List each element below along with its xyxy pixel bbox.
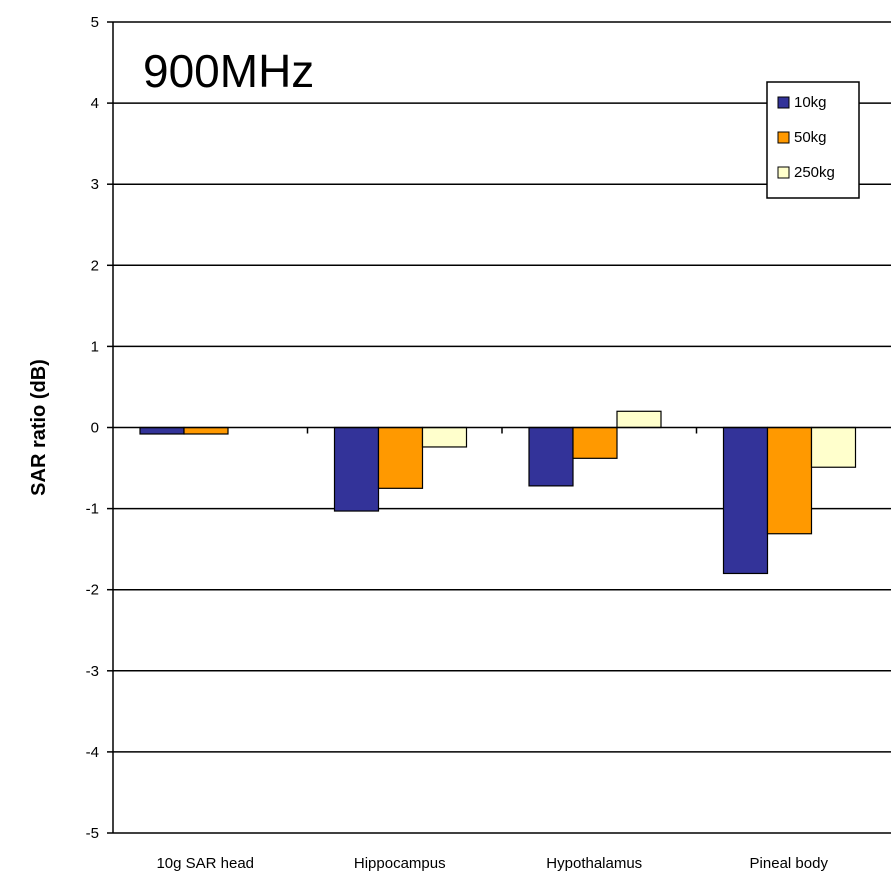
y-tick-label: 3 — [91, 176, 99, 193]
y-tick-label: -4 — [86, 744, 99, 761]
legend-swatch — [777, 131, 790, 144]
bar-10kg-1 — [333, 426, 380, 512]
category-labels: 10g SAR head Hippocampus Hypothalamus Pinea… — [156, 855, 828, 872]
bar-250kg-2 — [616, 410, 662, 429]
y-tick-label: -1 — [86, 501, 99, 518]
legend-swatch — [777, 96, 790, 109]
y-axis-label: SAR ratio (dB) — [28, 359, 50, 496]
bar-10kg-3 — [722, 426, 769, 575]
y-tick-label: -2 — [86, 582, 99, 599]
grid-lines — [107, 21, 891, 834]
y-tick-label: 2 — [91, 257, 99, 274]
legend-entry: 10kg — [794, 94, 827, 111]
legend-entry: 50kg — [794, 129, 827, 146]
category-label: 10g SAR head — [156, 855, 254, 872]
y-tick-label: -5 — [86, 825, 99, 842]
legend: 10kg 50kg 250kg — [766, 81, 860, 199]
bar-10kg-2 — [528, 426, 574, 487]
y-tick-labels: 5 4 3 2 1 0 -1 -2 -3 -4 -5 — [86, 14, 99, 842]
category-label: Pineal body — [750, 855, 829, 872]
bar-50kg-2 — [572, 426, 618, 459]
bars — [139, 410, 857, 575]
y-tick-label: 4 — [91, 95, 99, 112]
axes — [112, 22, 891, 834]
bar-50kg-1 — [377, 426, 424, 489]
bar-250kg-3 — [810, 426, 857, 468]
category-label: Hypothalamus — [546, 855, 642, 872]
y-tick-label: 0 — [91, 420, 99, 437]
legend-entry: 250kg — [794, 164, 835, 181]
category-label: Hippocampus — [354, 855, 446, 872]
bar-50kg-3 — [766, 426, 813, 535]
chart-title: 900MHz — [143, 45, 314, 97]
y-tick-label: -3 — [86, 663, 99, 680]
bar-50kg-0 — [183, 426, 229, 435]
legend-swatch — [777, 166, 790, 179]
y-tick-label: 5 — [91, 14, 99, 31]
y-tick-label: 1 — [91, 338, 99, 355]
bar-250kg-1 — [421, 426, 468, 448]
bar-10kg-0 — [139, 426, 185, 435]
